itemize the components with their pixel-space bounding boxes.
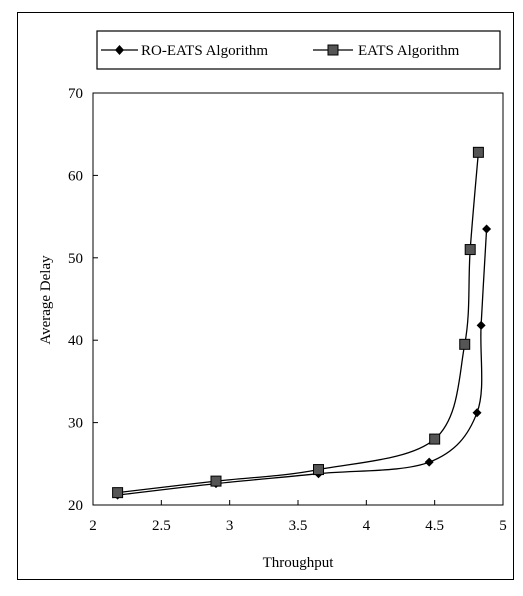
y-tick-label: 60	[68, 168, 83, 184]
y-tick-label: 20	[68, 498, 83, 514]
x-tick-label: 4.5	[425, 518, 444, 534]
series-eats	[112, 146, 484, 499]
y-tick-label: 30	[68, 416, 83, 432]
y-tick-label: 40	[68, 333, 83, 349]
data-point-diamond	[476, 320, 486, 330]
legend-entry-ro-eats: RO-EATS Algorithm	[101, 43, 268, 59]
legend-label-eats: EATS Algorithm	[358, 43, 460, 59]
data-point-diamond	[472, 408, 482, 418]
data-point-square	[464, 244, 476, 256]
x-axis-label: Throughput	[263, 555, 335, 571]
x-tick-label: 2	[89, 518, 97, 534]
x-tick-label: 5	[499, 518, 507, 534]
data-point-square	[429, 433, 441, 445]
figure-border	[17, 12, 514, 580]
series-line	[117, 228, 488, 496]
axes: 2 2.5 3 3.5 4 4.5 5 20 30 40 50 60 70	[68, 86, 507, 534]
data-point-diamond	[424, 457, 434, 467]
y-tick-label: 50	[68, 251, 83, 267]
series-ro-eats	[113, 224, 492, 500]
data-point-square	[313, 464, 324, 476]
x-tick-label: 3	[226, 518, 234, 534]
legend-square-marker-icon	[327, 44, 339, 56]
data-point-square	[210, 475, 222, 487]
x-tick-label: 2.5	[152, 518, 171, 534]
data-point-diamond	[482, 224, 492, 234]
y-axis-label: Average Delay	[38, 255, 54, 345]
y-tick-label: 70	[68, 86, 83, 102]
plot-area	[92, 92, 504, 506]
data-point-square	[472, 146, 484, 158]
legend-diamond-marker-icon	[115, 45, 124, 55]
legend-label-ro-eats: RO-EATS Algorithm	[141, 43, 268, 59]
series-layer	[112, 146, 492, 500]
data-point-square	[112, 487, 124, 499]
data-point-square	[459, 338, 471, 350]
x-tick-label: 4	[363, 518, 371, 534]
x-tick-label: 3.5	[289, 518, 308, 534]
legend: RO-EATS Algorithm EATS Algorithm	[96, 30, 501, 70]
legend-entry-eats: EATS Algorithm	[313, 43, 460, 59]
series-line	[117, 152, 480, 494]
legend-box	[96, 30, 501, 70]
